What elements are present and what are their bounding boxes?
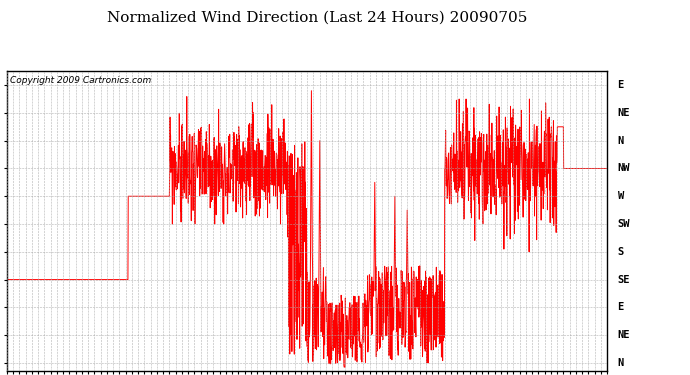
Text: S: S (618, 247, 624, 257)
Text: NW: NW (618, 164, 630, 174)
Text: W: W (618, 191, 624, 201)
Text: NE: NE (618, 108, 630, 118)
Text: E: E (618, 302, 624, 312)
Text: NE: NE (618, 330, 630, 340)
Text: SE: SE (618, 274, 630, 285)
Text: N: N (618, 358, 624, 368)
Text: N: N (618, 136, 624, 146)
Text: SW: SW (618, 219, 630, 229)
Text: E: E (618, 80, 624, 90)
Text: Normalized Wind Direction (Last 24 Hours) 20090705: Normalized Wind Direction (Last 24 Hours… (107, 10, 528, 24)
Text: Copyright 2009 Cartronics.com: Copyright 2009 Cartronics.com (10, 76, 151, 85)
